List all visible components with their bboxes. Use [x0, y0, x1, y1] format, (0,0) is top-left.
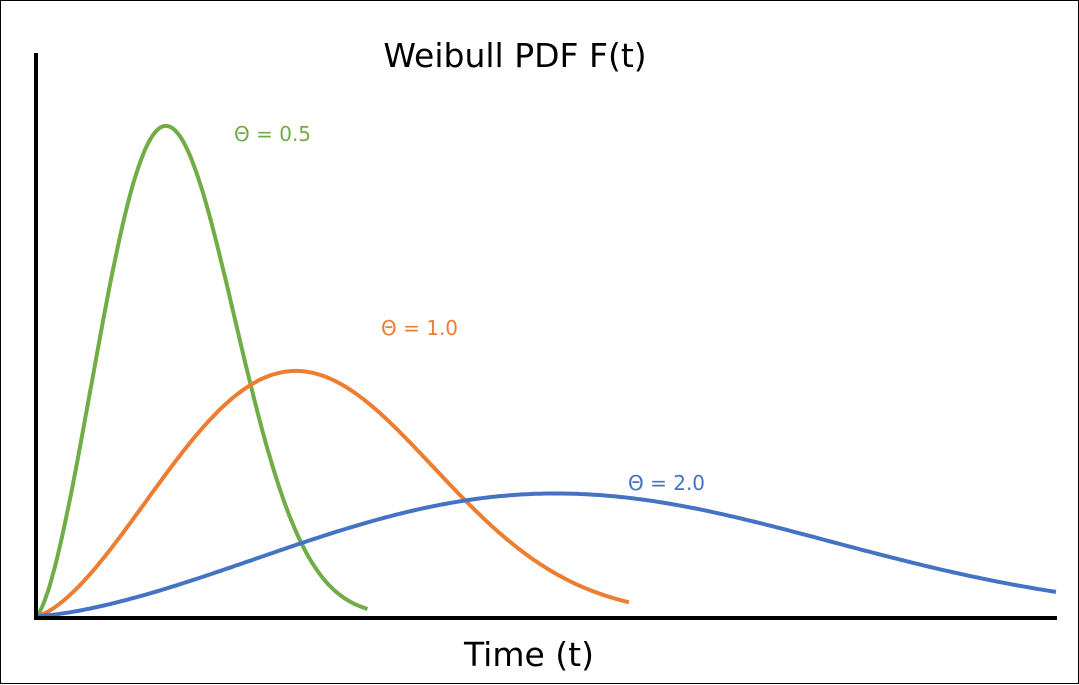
x-axis-label: Time (t): [463, 635, 594, 674]
series-line-2: [35, 491, 1057, 618]
series-label-theta-0.5: Θ = 0.5: [234, 122, 311, 146]
series-line-1: [35, 368, 630, 618]
series-line-0: [34, 123, 369, 618]
series-label-theta-1.0: Θ = 1.0: [381, 316, 458, 340]
chart-title: Weibull PDF F(t): [383, 36, 646, 75]
series-label-theta-2.0: Θ = 2.0: [628, 471, 705, 495]
